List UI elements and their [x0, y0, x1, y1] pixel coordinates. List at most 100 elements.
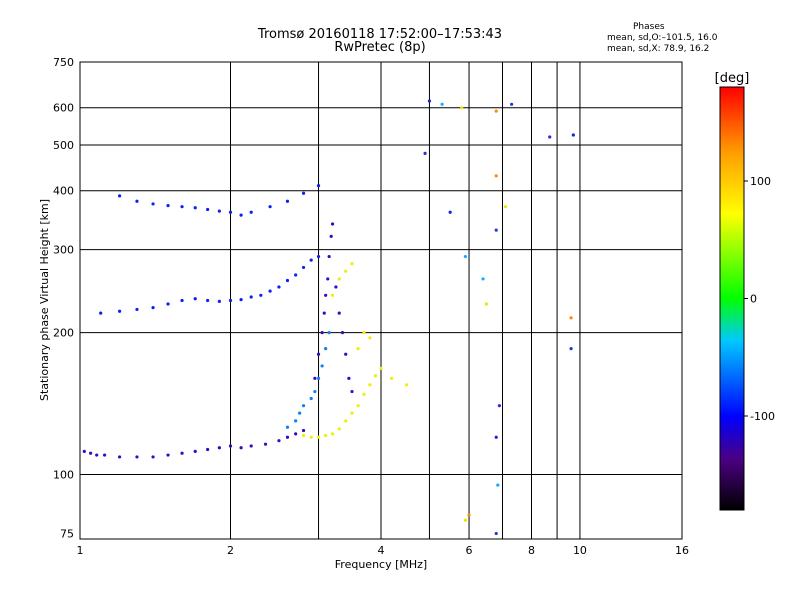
data-point	[206, 207, 210, 212]
data-point	[301, 428, 306, 433]
y-tick-label: 750	[53, 56, 74, 69]
data-point	[368, 336, 372, 340]
data-point	[362, 331, 366, 335]
data-point	[135, 307, 139, 312]
data-point	[484, 302, 489, 306]
data-point	[344, 352, 348, 356]
data-point	[316, 184, 321, 188]
x-tick-label: 6	[466, 544, 473, 557]
y-tick-label: 100	[53, 469, 74, 482]
data-point	[228, 210, 233, 214]
data-point	[316, 352, 321, 356]
data-point	[423, 151, 427, 155]
data-point	[259, 293, 263, 297]
chart-title: Tromsø 20160118 17:52:00–17:53:43	[257, 27, 503, 42]
data-point	[494, 531, 498, 536]
data-point	[356, 346, 360, 351]
data-point	[193, 449, 197, 453]
data-point	[117, 455, 122, 459]
data-point	[309, 258, 313, 262]
data-point	[285, 425, 290, 429]
data-point	[316, 254, 321, 259]
data-point	[362, 392, 366, 396]
data-point	[239, 298, 243, 302]
x-tick-label: 10	[573, 544, 587, 557]
colorbar-tick-label: -100	[750, 410, 775, 423]
colorbar-tick-label: 0	[750, 293, 757, 306]
axis-ticks: 1 2 4 6 8 10 16 75 100 200 300 400 500 600 750	[53, 56, 689, 557]
y-axis-label: Stationary phase Virtual Height [km]	[38, 199, 51, 401]
data-point	[151, 306, 155, 310]
data-point	[313, 376, 317, 380]
data-point	[463, 518, 467, 522]
data-point	[151, 202, 155, 206]
data-point	[494, 109, 498, 113]
data-point	[268, 289, 272, 293]
data-point	[327, 331, 331, 335]
data-point	[337, 311, 341, 315]
data-point	[324, 433, 328, 438]
data-point	[180, 451, 184, 455]
data-point	[326, 277, 330, 281]
phases-o-mode-stats: mean, sd,O:–101.5, 16.0	[607, 33, 718, 43]
data-point	[350, 411, 354, 415]
colorbar-tick-label: 100	[750, 175, 771, 188]
data-point	[301, 404, 306, 408]
data-point	[330, 432, 335, 436]
data-point	[340, 331, 345, 335]
data-point	[135, 455, 139, 459]
data-point	[239, 446, 243, 450]
data-point	[324, 293, 328, 297]
y-tick-label: 500	[53, 139, 74, 152]
data-point	[239, 213, 243, 217]
data-point	[448, 210, 452, 214]
data-point	[228, 298, 233, 303]
data-point	[277, 439, 281, 443]
data-point	[356, 404, 360, 408]
data-point	[330, 222, 335, 226]
y-tick-label: 600	[53, 102, 74, 115]
data-point	[389, 376, 394, 380]
data-point	[103, 453, 107, 457]
data-point	[166, 302, 170, 306]
data-point	[277, 285, 281, 289]
data-point	[206, 447, 210, 452]
data-point	[193, 206, 197, 210]
phases-x-mode-stats: mean, sd,X: 78.9, 16.2	[607, 44, 710, 54]
data-point	[301, 265, 306, 270]
data-point	[329, 234, 333, 239]
data-point	[301, 433, 306, 438]
data-point	[285, 278, 290, 283]
x-axis-label: Frequency [MHz]	[335, 558, 427, 571]
data-point	[217, 209, 221, 213]
data-point	[368, 383, 372, 387]
x-tick-label: 4	[378, 544, 385, 557]
data-point	[322, 311, 326, 315]
data-point	[117, 194, 122, 198]
x-tick-label: 2	[227, 544, 234, 557]
data-point	[494, 174, 498, 178]
data-point	[193, 297, 197, 301]
data-point	[334, 285, 338, 289]
data-point	[217, 446, 221, 450]
data-point	[324, 346, 328, 351]
data-point	[320, 331, 324, 335]
data-points	[82, 99, 575, 536]
data-point	[569, 316, 573, 320]
plot-frame	[79, 61, 683, 540]
data-point	[263, 442, 268, 446]
data-point	[309, 435, 313, 439]
y-tick-label: 300	[53, 244, 74, 257]
data-point	[180, 205, 184, 209]
data-point	[494, 435, 498, 439]
data-point	[268, 205, 272, 209]
data-point	[249, 444, 253, 448]
data-point	[496, 483, 500, 487]
data-point	[460, 106, 464, 110]
data-point	[330, 293, 335, 297]
data-point	[497, 404, 501, 408]
data-point	[285, 199, 290, 203]
colorbar	[719, 86, 745, 511]
data-point	[313, 389, 317, 394]
